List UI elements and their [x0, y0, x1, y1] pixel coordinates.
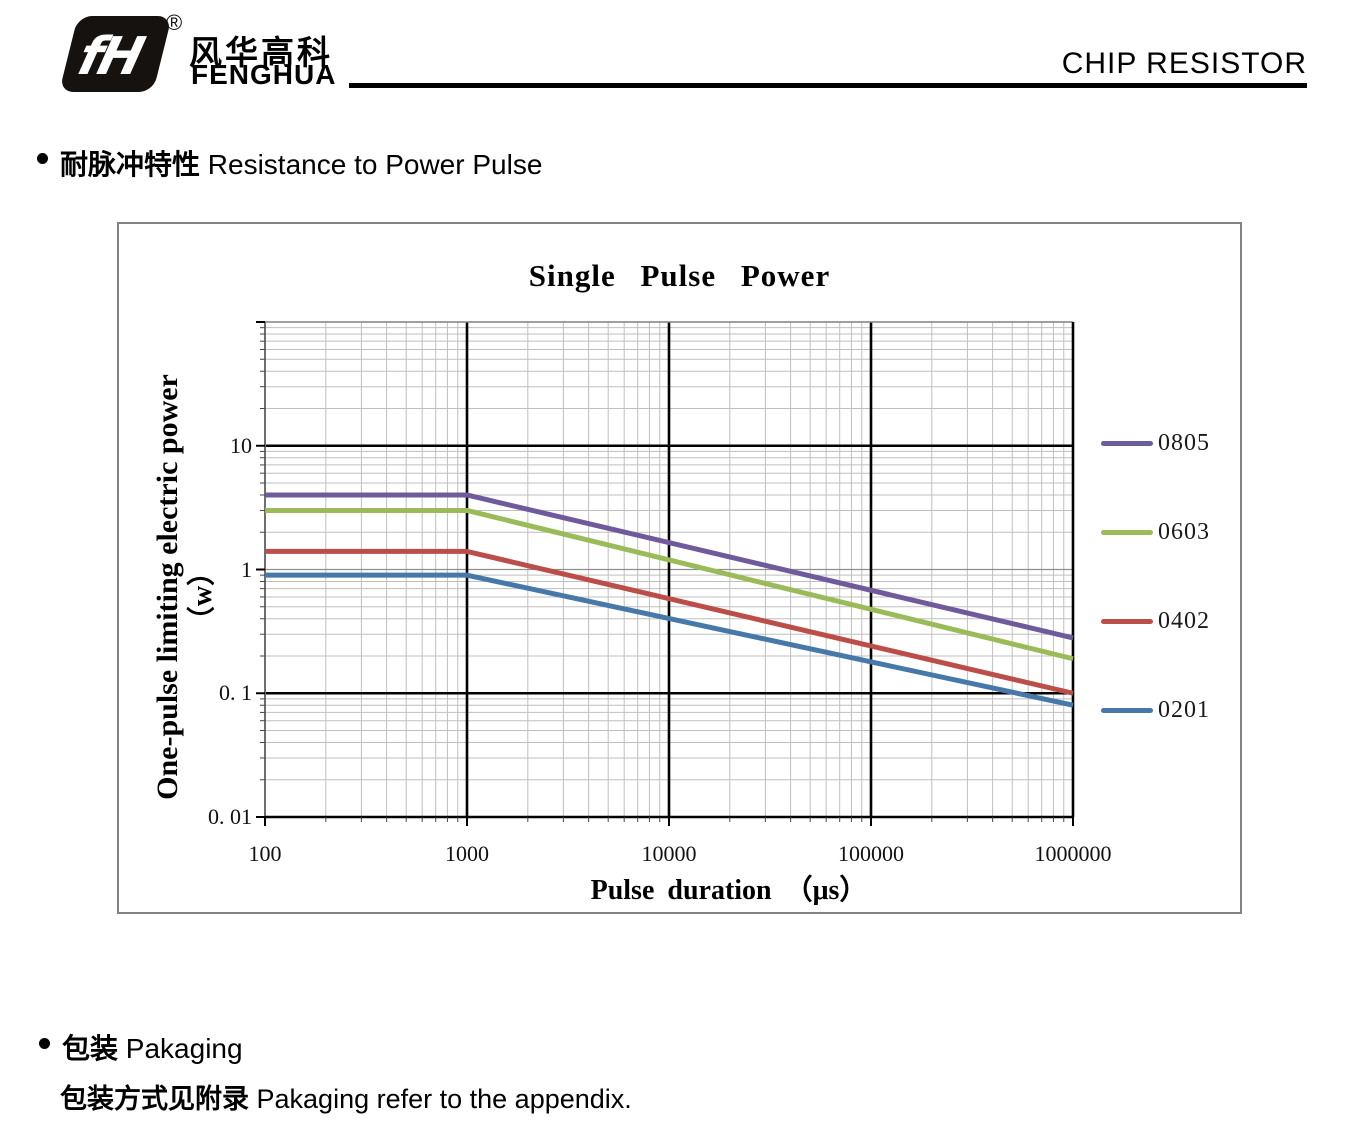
page-title: CHIP RESISTOR [1061, 47, 1307, 80]
brand-name-chinese: 风华高科 [189, 34, 333, 71]
brand-name-english: FENGHUA [191, 59, 337, 90]
section-heading-packaging-cn: 包装 [62, 1033, 119, 1064]
series-line-0805 [265, 492, 1074, 641]
series-line-0201 [265, 572, 1074, 708]
section-heading-pulse-en: Resistance to Power Pulse [207, 149, 543, 180]
section-heading-pulse-cn: 耐脉冲特性 [60, 149, 201, 180]
series-line-0603 [265, 507, 1074, 662]
packaging-note-cn: 包装方式见附录 [60, 1084, 249, 1114]
section-heading-packaging-en: Pakaging [125, 1033, 243, 1064]
y-axis-unit: （w） [187, 557, 218, 635]
chart-title: Single Pulse Power [528, 258, 831, 293]
x-axis-title: Pulse duration （μs） [590, 875, 868, 906]
pulse-power-chart: Single Pulse Power One-pulse limiting el… [117, 222, 1242, 914]
series-line-0402 [265, 548, 1074, 696]
section-heading-pulse: 耐脉冲特性 Resistance to Power Pulse [60, 143, 542, 183]
fenghua-logo: fH [62, 16, 169, 92]
section-heading-packaging: 包装 Pakaging [62, 1027, 243, 1067]
header-rule [349, 83, 1307, 88]
bullet-dot [39, 1038, 50, 1049]
bullet-dot [37, 153, 48, 164]
registered-trademark-icon: ® [166, 10, 183, 35]
packaging-note-en: Pakaging refer to the appendix. [256, 1084, 632, 1114]
chart-canvas [256, 321, 1075, 826]
packaging-note: 包装方式见附录 Pakaging refer to the appendix. [60, 1077, 632, 1116]
